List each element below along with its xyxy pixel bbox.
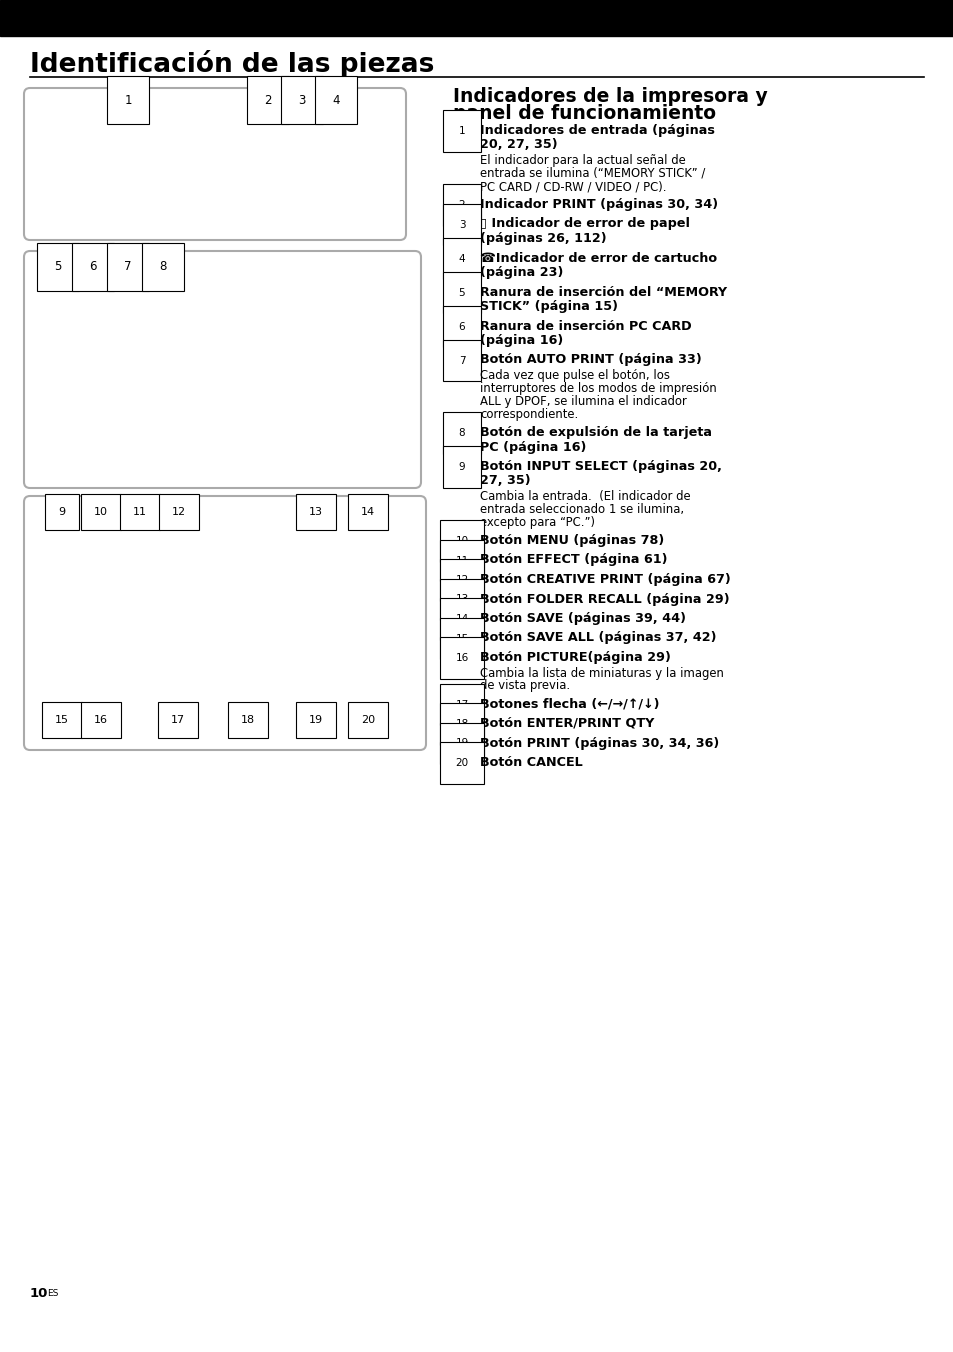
Text: 4: 4 xyxy=(332,93,339,107)
Text: 7: 7 xyxy=(458,356,465,365)
Text: Identificación de las piezas: Identificación de las piezas xyxy=(30,50,434,78)
Text: 9: 9 xyxy=(458,462,465,472)
Text: El indicador para la actual señal de: El indicador para la actual señal de xyxy=(479,154,685,168)
Text: 5: 5 xyxy=(54,261,62,273)
Bar xyxy=(0,0,953,37)
Text: 20: 20 xyxy=(455,758,468,768)
Text: Botón EFFECT (página 61): Botón EFFECT (página 61) xyxy=(479,553,667,566)
Text: 19: 19 xyxy=(309,715,323,725)
Text: Botón CREATIVE PRINT (página 67): Botón CREATIVE PRINT (página 67) xyxy=(479,573,730,585)
Text: 16: 16 xyxy=(455,653,468,662)
Text: Botón INPUT SELECT (páginas 20,: Botón INPUT SELECT (páginas 20, xyxy=(479,460,721,473)
Text: PC CARD / CD-RW / VIDEO / PC).: PC CARD / CD-RW / VIDEO / PC). xyxy=(479,180,666,193)
Text: 6: 6 xyxy=(90,261,96,273)
Text: Botón SAVE ALL (páginas 37, 42): Botón SAVE ALL (páginas 37, 42) xyxy=(479,631,716,645)
Text: 17: 17 xyxy=(171,715,185,725)
Text: 13: 13 xyxy=(455,595,468,604)
Text: 15: 15 xyxy=(455,634,468,644)
FancyBboxPatch shape xyxy=(24,88,406,241)
Text: 18: 18 xyxy=(455,719,468,729)
Text: 6: 6 xyxy=(458,322,465,331)
Text: 17: 17 xyxy=(455,699,468,710)
Text: 12: 12 xyxy=(455,575,468,585)
Text: Ranura de inserción del “MEMORY: Ranura de inserción del “MEMORY xyxy=(479,285,726,299)
Text: (página 23): (página 23) xyxy=(479,266,563,279)
Text: Cambia la lista de miniaturas y la imagen: Cambia la lista de miniaturas y la image… xyxy=(479,667,723,680)
Text: 2: 2 xyxy=(458,200,465,210)
Text: 16: 16 xyxy=(94,715,108,725)
Text: Botones flecha (←/→/↑/↓): Botones flecha (←/→/↑/↓) xyxy=(479,698,659,711)
Text: 4: 4 xyxy=(458,254,465,264)
FancyBboxPatch shape xyxy=(24,496,426,750)
Text: Indicadores de la impresora y: Indicadores de la impresora y xyxy=(453,87,767,105)
Text: 14: 14 xyxy=(360,507,375,516)
Text: STICK” (página 15): STICK” (página 15) xyxy=(479,300,618,314)
Text: Botón ENTER/PRINT QTY: Botón ENTER/PRINT QTY xyxy=(479,717,654,730)
Text: 27, 35): 27, 35) xyxy=(479,475,530,488)
Text: Indicadores de entrada (páginas: Indicadores de entrada (páginas xyxy=(479,124,714,137)
Text: Botón PRINT (páginas 30, 34, 36): Botón PRINT (páginas 30, 34, 36) xyxy=(479,737,719,749)
Text: entrada se ilumina (“MEMORY STICK” /: entrada se ilumina (“MEMORY STICK” / xyxy=(479,168,704,180)
Text: Botón AUTO PRINT (página 33): Botón AUTO PRINT (página 33) xyxy=(479,353,701,366)
Text: (páginas 26, 112): (páginas 26, 112) xyxy=(479,233,606,245)
Text: 8: 8 xyxy=(458,429,465,438)
Text: panel de funcionamiento: panel de funcionamiento xyxy=(453,104,716,123)
Text: Botón PICTURE(página 29): Botón PICTURE(página 29) xyxy=(479,652,670,664)
Text: 1: 1 xyxy=(124,93,132,107)
Text: 20: 20 xyxy=(360,715,375,725)
Text: ALL y DPOF, se ilumina el indicador: ALL y DPOF, se ilumina el indicador xyxy=(479,395,686,408)
Text: Botón CANCEL: Botón CANCEL xyxy=(479,756,582,769)
Text: ☎Indicador de error de cartucho: ☎Indicador de error de cartucho xyxy=(479,251,717,265)
Text: 3: 3 xyxy=(458,219,465,230)
Text: 10: 10 xyxy=(94,507,108,516)
Text: 12: 12 xyxy=(172,507,186,516)
Text: 1: 1 xyxy=(458,126,465,137)
Text: 3: 3 xyxy=(298,93,305,107)
Text: 13: 13 xyxy=(309,507,323,516)
Text: (página 16): (página 16) xyxy=(479,334,562,347)
Text: excepto para “PC.”): excepto para “PC.”) xyxy=(479,516,595,529)
Text: 8: 8 xyxy=(159,261,167,273)
Text: Ranura de inserción PC CARD: Ranura de inserción PC CARD xyxy=(479,319,691,333)
Text: Cada vez que pulse el botón, los: Cada vez que pulse el botón, los xyxy=(479,369,669,383)
Text: Botón FOLDER RECALL (página 29): Botón FOLDER RECALL (página 29) xyxy=(479,592,729,606)
Text: correspondiente.: correspondiente. xyxy=(479,408,578,420)
Text: 18: 18 xyxy=(241,715,254,725)
Text: ▯ Indicador de error de papel: ▯ Indicador de error de papel xyxy=(479,218,689,230)
Text: 11: 11 xyxy=(132,507,147,516)
Text: Indicador PRINT (páginas 30, 34): Indicador PRINT (páginas 30, 34) xyxy=(479,197,718,211)
Text: 10: 10 xyxy=(30,1287,49,1301)
FancyBboxPatch shape xyxy=(24,251,420,488)
Text: ES: ES xyxy=(47,1288,58,1298)
Text: entrada seleccionado 1 se ilumina,: entrada seleccionado 1 se ilumina, xyxy=(479,503,683,516)
Text: 7: 7 xyxy=(124,261,132,273)
Text: 11: 11 xyxy=(455,556,468,565)
Text: 19: 19 xyxy=(455,738,468,749)
Text: 2: 2 xyxy=(264,93,272,107)
Text: PC (página 16): PC (página 16) xyxy=(479,441,586,453)
Text: 9: 9 xyxy=(58,507,66,516)
Text: Cambia la entrada.  (El indicador de: Cambia la entrada. (El indicador de xyxy=(479,489,690,503)
Text: Botón de expulsión de la tarjeta: Botón de expulsión de la tarjeta xyxy=(479,426,711,439)
Text: Botón MENU (páginas 78): Botón MENU (páginas 78) xyxy=(479,534,663,548)
Text: 5: 5 xyxy=(458,288,465,297)
Text: 20, 27, 35): 20, 27, 35) xyxy=(479,138,558,151)
Text: 14: 14 xyxy=(455,614,468,625)
Text: 15: 15 xyxy=(55,715,69,725)
Text: 10: 10 xyxy=(455,535,468,546)
Text: Botón SAVE (páginas 39, 44): Botón SAVE (páginas 39, 44) xyxy=(479,612,685,625)
Text: de vista previa.: de vista previa. xyxy=(479,680,570,692)
Text: interruptores de los modos de impresión: interruptores de los modos de impresión xyxy=(479,383,716,395)
